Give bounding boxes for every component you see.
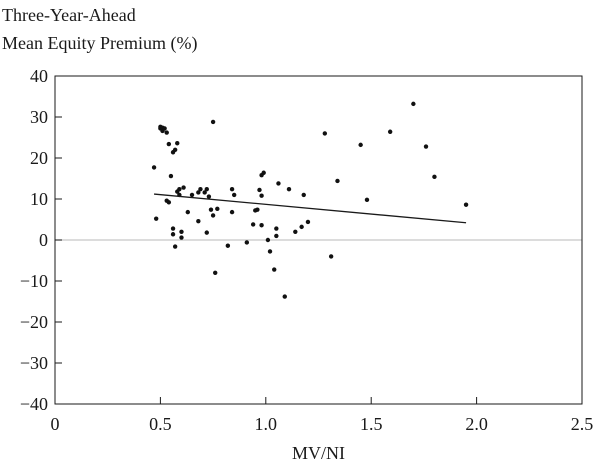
data-point [274,233,279,239]
y-axis: 40 30 20 10 0 −10 −20 −30 −40 [20,66,62,414]
data-point [162,126,167,131]
data-points [151,101,469,299]
x-tick-label: 0.5 [149,414,172,434]
data-point [328,254,334,259]
y-tick-label: −20 [20,312,48,332]
y-tick-label: 40 [30,66,48,86]
data-point [231,192,237,198]
data-point [259,193,264,198]
x-tick-label: 1.5 [360,414,383,434]
data-point [305,219,311,225]
data-point [170,226,176,231]
data-point [181,185,186,190]
data-point [153,216,159,221]
data-point [198,186,203,192]
data-point [432,174,437,180]
x-tick-label: 1.0 [255,414,278,434]
data-point [185,209,191,215]
data-point [261,170,266,175]
data-point [387,129,393,134]
data-point [206,194,212,199]
data-point [244,240,250,245]
y-tick-label: 30 [30,107,48,127]
y-tick-label: 0 [39,230,48,250]
x-tick-label: 2.5 [571,414,594,434]
data-point [250,222,256,227]
data-point [210,213,216,218]
data-point [175,141,180,146]
data-point [215,206,220,212]
y-tick-label: 10 [30,189,48,209]
data-point [229,209,235,215]
data-point [179,235,184,240]
data-point [208,207,214,212]
data-point [204,230,209,235]
data-point [267,249,273,254]
data-point [172,244,178,249]
x-axis-title: MV/NI [292,443,345,463]
data-point [411,101,416,107]
data-point [293,229,298,234]
data-point [172,147,178,152]
data-point [204,186,209,192]
data-point [259,223,264,228]
data-point [282,294,287,299]
data-point [286,186,292,192]
data-point [166,141,172,147]
data-point [210,119,216,125]
data-point [164,130,169,135]
trend-line [154,193,467,224]
data-point [257,187,262,193]
data-point [276,181,281,186]
data-point [151,165,157,170]
data-point [274,226,279,231]
data-point [196,190,201,195]
y-axis-title-line-1: Three-Year-Ahead [2,5,136,25]
data-point [168,173,174,179]
data-point [364,197,370,203]
data-point [423,144,429,149]
data-point [196,218,201,224]
data-point [265,237,271,243]
data-point [202,190,207,195]
y-tick-label: −30 [20,353,48,373]
y-tick-label: −10 [20,271,48,291]
y-tick-label: −40 [20,394,48,414]
data-point [301,192,306,198]
y-axis-title-line-2: Mean Equity Premium (%) [2,33,198,53]
data-point [463,202,469,207]
data-point [322,131,328,136]
data-point [229,186,235,192]
data-point [255,207,260,212]
x-axis: 0 0.5 1.0 1.5 2.0 2.5 [51,397,594,434]
data-point [166,200,172,205]
x-tick-label: 2.0 [465,414,488,434]
data-point [358,142,363,148]
y-tick-label: 20 [30,148,48,168]
data-point [177,186,182,192]
data-point [272,267,277,272]
data-point [225,243,231,248]
data-point [299,224,304,230]
data-point [213,270,218,275]
data-point [179,229,184,234]
data-point [335,178,340,184]
data-point [189,192,195,198]
x-tick-label: 0 [51,414,60,434]
data-point [170,232,176,237]
